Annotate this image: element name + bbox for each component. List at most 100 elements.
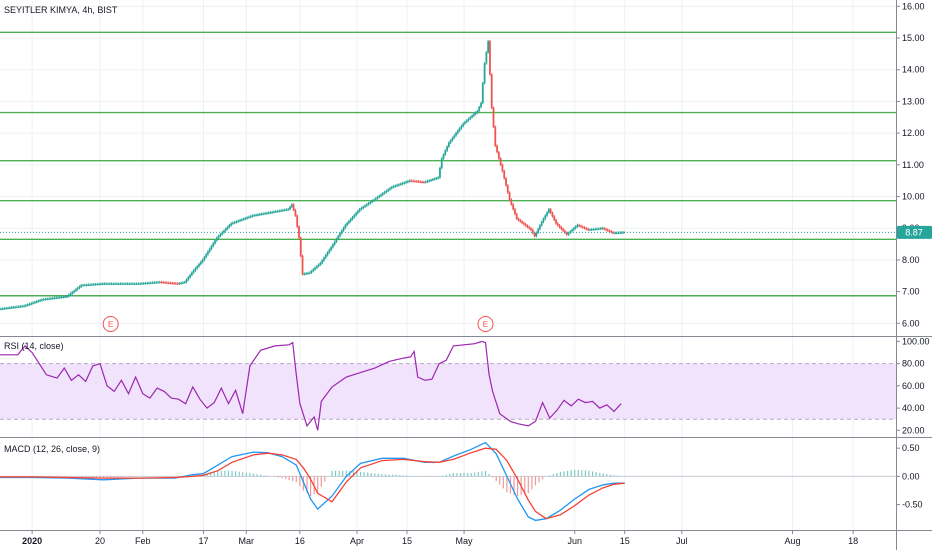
rsi-tick-label: 40.00	[902, 403, 925, 413]
price-tick-label: 6.00	[902, 318, 920, 328]
candle-body	[364, 205, 366, 207]
time-tick-label: Aug	[784, 536, 800, 546]
candle-body	[510, 199, 513, 205]
candle-body	[51, 298, 54, 300]
earnings-event-marker[interactable]: E	[102, 316, 119, 332]
candle-body	[221, 232, 224, 235]
candle-body	[619, 232, 622, 234]
candle-body	[617, 232, 620, 234]
candle-body	[339, 233, 341, 237]
candle-body	[146, 283, 149, 285]
candle-body	[124, 283, 127, 285]
candle-body	[412, 180, 415, 182]
rsi-axis[interactable]: 20.00 40.00 60.00 80.00 100.00	[896, 336, 930, 435]
candle-body	[506, 185, 509, 193]
candle-body	[526, 225, 529, 228]
candle-body	[490, 74, 493, 108]
candle-body	[269, 212, 272, 214]
candle-body	[572, 228, 575, 230]
candle-body	[33, 302, 36, 304]
candle-body	[190, 272, 193, 275]
time-tick-label: Jun	[567, 536, 582, 546]
candle-body	[58, 297, 61, 299]
candle-body	[176, 283, 179, 285]
candle-body	[303, 273, 306, 275]
candle-body	[210, 246, 213, 249]
candle-body	[1, 308, 4, 310]
candle-body	[242, 218, 245, 220]
candle-body	[314, 267, 316, 270]
time-tick-label: 20	[95, 536, 105, 546]
earnings-event-circle	[477, 316, 494, 332]
macd-title[interactable]: MACD (12, 26, close, 9)	[4, 444, 100, 454]
candle-body	[549, 209, 552, 213]
candle-body	[560, 227, 563, 230]
candle-body	[333, 241, 336, 245]
symbol-title[interactable]: SEYITLER KIMYA, 4h, BIST	[4, 5, 118, 15]
candle-body	[456, 130, 459, 134]
time-tick-label: 15	[402, 536, 412, 546]
price-tick-label: 16.00	[902, 1, 925, 11]
price-tick-label: 7.00	[902, 287, 920, 297]
candle-body	[64, 296, 67, 298]
candle-body	[310, 271, 313, 273]
candle-body	[17, 306, 20, 308]
candle-body	[367, 203, 370, 205]
rsi-tick-label: 20.00	[902, 425, 925, 435]
candle-body	[87, 284, 90, 286]
candle-body	[348, 221, 350, 224]
macd-tick-label: 0.50	[902, 443, 920, 453]
candle-body	[78, 286, 81, 289]
candle-body	[46, 298, 49, 300]
candle-body	[167, 282, 170, 284]
rsi-title[interactable]: RSI (14, close)	[4, 341, 64, 351]
candle-body	[39, 300, 42, 302]
candle-body	[235, 221, 238, 223]
time-tick-label: Mar	[239, 536, 255, 546]
candle-body	[180, 282, 183, 284]
candle-body	[383, 192, 386, 194]
candle-body	[194, 268, 197, 271]
candle-body	[398, 184, 400, 186]
candle-body	[223, 230, 225, 233]
candle-body	[74, 289, 77, 291]
candle-body	[232, 222, 234, 224]
candle-body	[528, 227, 531, 229]
candle-body	[107, 283, 109, 285]
candle-body	[282, 210, 284, 212]
horizontal-levels[interactable]	[0, 31, 896, 297]
candle-body	[501, 164, 504, 172]
candle-body	[42, 299, 45, 301]
candle-body	[496, 145, 498, 153]
earnings-event-marker[interactable]: E	[477, 316, 494, 332]
candle-body	[446, 146, 449, 151]
time-tick-label: 16	[295, 536, 305, 546]
candle-body	[356, 211, 359, 214]
rsi-tick-label: 80.00	[902, 359, 925, 369]
candle-body	[451, 137, 454, 141]
candle-body	[292, 204, 295, 210]
candle-body	[165, 282, 168, 284]
macd-axis[interactable]: 0.50 0.00 -0.50	[896, 443, 923, 510]
candle-body	[580, 225, 582, 227]
time-axis[interactable]: 2020 20 Feb 17 Mar 16 Apr 15 May Jun 15 Jul Aug 18	[22, 530, 858, 546]
macd-tick-label: 0.00	[902, 471, 920, 481]
candle-body	[10, 307, 13, 309]
candle-body	[264, 213, 266, 215]
rsi-line	[0, 340, 622, 431]
candle-body	[610, 231, 613, 233]
candle-body	[533, 232, 536, 237]
candle-body	[615, 232, 618, 234]
time-tick-label: May	[456, 536, 474, 546]
candle-body	[317, 264, 320, 267]
candle-body	[537, 229, 540, 233]
candle-body	[596, 228, 598, 230]
candle-body	[369, 202, 372, 204]
candle-body	[80, 285, 83, 287]
candle-body	[556, 223, 559, 226]
candle-body	[380, 194, 382, 196]
candle-body	[408, 180, 411, 182]
